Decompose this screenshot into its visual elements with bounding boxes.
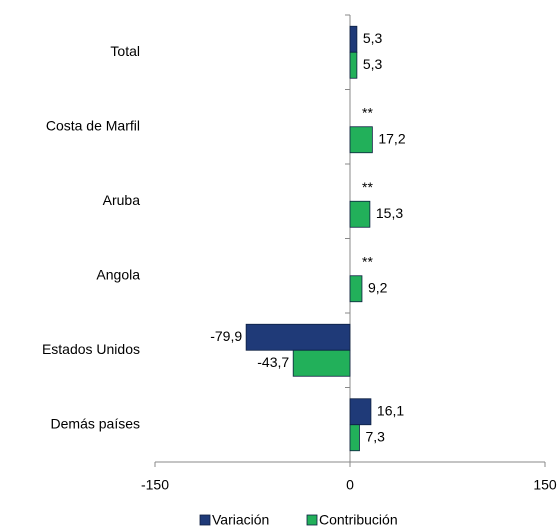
category-label: Total xyxy=(110,43,140,59)
value-label: 7,3 xyxy=(365,428,385,444)
value-label: -79,9 xyxy=(210,328,242,344)
category-label: Angola xyxy=(96,266,140,282)
legend-label: Contribución xyxy=(319,512,398,528)
value-label: 5,3 xyxy=(363,30,383,46)
x-tick-label: 0 xyxy=(346,477,354,493)
bar xyxy=(349,51,358,79)
value-label: 15,3 xyxy=(376,205,403,221)
legend-swatch xyxy=(199,514,211,526)
bar xyxy=(349,25,358,53)
x-tick-label: 150 xyxy=(533,477,557,493)
legend-label: Variación xyxy=(212,512,269,528)
category-label: Estados Unidos xyxy=(42,341,140,357)
bar xyxy=(292,349,351,377)
value-label: 9,2 xyxy=(368,279,388,295)
bar xyxy=(349,275,363,303)
legend-swatch xyxy=(306,514,318,526)
value-label: 16,1 xyxy=(377,402,404,418)
bar xyxy=(349,424,360,452)
value-label: -43,7 xyxy=(257,354,289,370)
x-tick-label: -150 xyxy=(141,477,169,493)
value-label: ** xyxy=(362,253,373,269)
value-label: 5,3 xyxy=(363,56,383,72)
bar xyxy=(349,126,373,154)
category-label: Aruba xyxy=(103,192,141,208)
category-label: Costa de Marfil xyxy=(46,117,140,133)
bar xyxy=(349,398,372,426)
value-label: ** xyxy=(362,104,373,120)
value-label: ** xyxy=(362,179,373,195)
bar xyxy=(349,200,371,228)
value-label: 17,2 xyxy=(378,130,405,146)
category-label: Demás países xyxy=(51,415,140,431)
bar xyxy=(245,323,351,351)
